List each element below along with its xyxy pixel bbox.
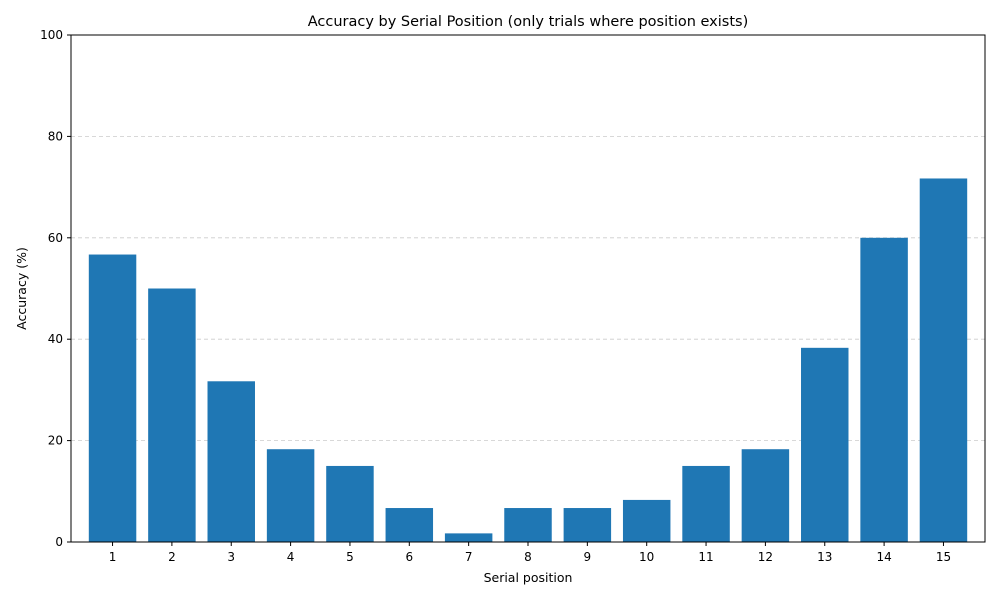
- chart-title: Accuracy by Serial Position (only trials…: [308, 14, 749, 30]
- bar-8: [504, 508, 552, 542]
- bar-7: [444, 533, 493, 542]
- bar-11: [682, 465, 730, 542]
- x-tick-label-7: 7: [465, 550, 473, 564]
- x-tick-label-4: 4: [287, 550, 295, 564]
- x-tick-label-5: 5: [346, 550, 354, 564]
- y-tick-label-100: 100: [40, 28, 63, 42]
- bar-14: [860, 237, 908, 543]
- x-tick-label-13: 13: [817, 550, 832, 564]
- x-tick-label-14: 14: [876, 550, 891, 564]
- y-tick-label-60: 60: [48, 231, 63, 245]
- x-axis-ticks: 1 2 3 4 5 6 7 8 9 10 11 12 13 14 15: [109, 542, 951, 564]
- bar-3: [207, 381, 255, 542]
- x-axis-label: Serial position: [484, 570, 573, 585]
- x-tick-label-2: 2: [168, 550, 176, 564]
- x-tick-label-6: 6: [405, 550, 413, 564]
- bar-6: [385, 508, 434, 542]
- bar-2: [148, 288, 196, 542]
- bar-13: [801, 347, 849, 542]
- bar-1: [88, 254, 137, 542]
- bar-10: [622, 499, 671, 542]
- grid-lines: [71, 135, 985, 442]
- y-tick-label-40: 40: [48, 332, 63, 346]
- x-tick-label-3: 3: [227, 550, 235, 564]
- bar-15: [919, 178, 968, 542]
- x-tick-label-9: 9: [584, 550, 592, 564]
- x-tick-label-15: 15: [936, 550, 951, 564]
- x-tick-label-12: 12: [758, 550, 773, 564]
- y-tick-label-20: 20: [48, 434, 63, 448]
- x-tick-label-1: 1: [109, 550, 117, 564]
- bar-4: [266, 449, 315, 542]
- bar-5: [326, 465, 374, 542]
- y-axis-ticks: 0 20 40 60 80 100: [40, 28, 71, 549]
- bar-12: [741, 449, 790, 542]
- y-axis-label: Accuracy (%): [14, 247, 29, 330]
- x-tick-label-10: 10: [639, 550, 654, 564]
- bar-9: [563, 508, 612, 542]
- y-tick-label-0: 0: [55, 535, 63, 549]
- x-tick-label-8: 8: [524, 550, 532, 564]
- y-tick-label-80: 80: [48, 129, 63, 143]
- bars: [88, 178, 968, 543]
- x-tick-label-11: 11: [698, 550, 713, 564]
